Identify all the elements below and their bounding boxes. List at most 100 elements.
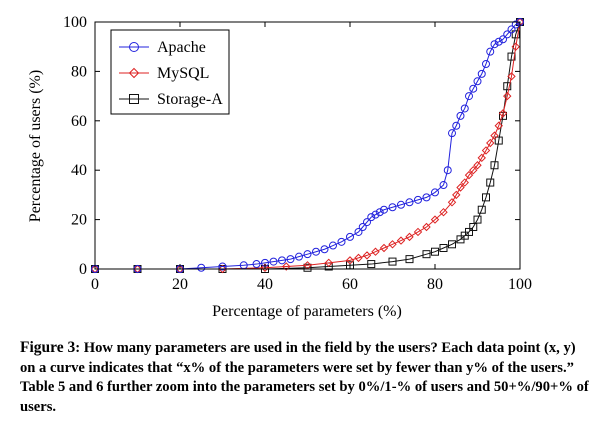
data-point (469, 165, 478, 175)
data-point (448, 129, 456, 138)
data-point (447, 198, 457, 207)
data-point (371, 210, 380, 219)
data-point (269, 257, 278, 266)
data-point (367, 213, 376, 222)
data-point (490, 40, 499, 49)
data-point (337, 237, 346, 246)
data-point (218, 264, 227, 274)
series-line (95, 21, 521, 270)
x-tick-label: 20 (172, 276, 188, 293)
series-mysql (90, 17, 525, 274)
data-point (260, 263, 270, 272)
y-tick-label: 40 (71, 162, 87, 179)
data-point (465, 227, 473, 236)
y-tick-label: 20 (71, 212, 87, 229)
data-point (477, 205, 486, 214)
data-point (379, 243, 389, 253)
legend-entry-mysql: MySQL (119, 65, 209, 82)
x-tick-label: 100 (508, 276, 532, 293)
data-point (503, 82, 512, 91)
data-point (128, 67, 140, 79)
y-axis-label: Percentage of users (%) (27, 70, 44, 222)
data-point (439, 207, 448, 217)
series-line (95, 21, 521, 270)
data-point (422, 193, 431, 202)
data-point (303, 263, 312, 272)
data-point (465, 92, 473, 101)
data-point (494, 121, 503, 130)
x-tick-label: 0 (91, 276, 99, 293)
x-axis-label: Percentage of parameters (%) (212, 303, 402, 320)
data-point (499, 35, 507, 44)
legend-entry-storage-a: Storage-A (119, 91, 223, 108)
data-point (312, 247, 320, 256)
data-point (477, 69, 486, 78)
data-point (282, 262, 291, 271)
data-point (460, 104, 469, 113)
plot-frame (94, 21, 521, 270)
x-tick-label: 80 (427, 276, 443, 293)
data-point (388, 240, 397, 249)
data-point (320, 245, 329, 254)
data-point (469, 84, 478, 93)
y-tick-label: 100 (63, 14, 87, 31)
figure-label: Figure 3 (20, 339, 76, 356)
data-point (460, 178, 469, 187)
data-point (422, 222, 431, 232)
y-axis: 0 20 40 60 80 100 (63, 14, 520, 278)
chart: 0 20 40 60 80 100 0 20 40 60 80 100 Percentage of … (27, 14, 532, 320)
data-point (286, 255, 295, 264)
y-tick-label: 60 (71, 113, 87, 130)
legend-label: Apache (157, 39, 206, 56)
data-point (397, 200, 405, 209)
x-axis: 0 20 40 60 80 100 (91, 22, 532, 293)
data-point (422, 250, 431, 259)
data-point (388, 257, 397, 266)
data-point (452, 121, 461, 130)
data-point (456, 111, 465, 120)
data-point (431, 188, 439, 197)
legend-label: Storage-A (157, 91, 223, 108)
data-point (443, 166, 452, 175)
data-point (405, 232, 414, 242)
y-tick-label: 0 (79, 261, 87, 278)
data-point (503, 30, 512, 39)
data-point (354, 253, 363, 263)
data-point (511, 20, 520, 29)
data-point (367, 260, 376, 269)
data-point (511, 30, 520, 39)
data-point (375, 208, 384, 217)
data-point (345, 256, 355, 265)
data-point (363, 218, 371, 227)
data-point (380, 205, 388, 214)
data-point (358, 223, 367, 232)
data-point (452, 190, 461, 200)
data-point (129, 42, 139, 52)
data-point (362, 251, 372, 260)
data-point (388, 203, 397, 212)
data-point (303, 250, 312, 259)
legend: Apache MySQL Storage-A (110, 29, 230, 115)
data-point (511, 42, 520, 51)
data-point (414, 195, 422, 204)
data-point (295, 252, 303, 261)
data-point (346, 232, 354, 241)
data-point (129, 94, 139, 104)
data-point (430, 215, 440, 224)
data-point (473, 161, 482, 170)
data-point (278, 256, 286, 265)
data-point (431, 247, 439, 256)
data-point (473, 77, 482, 86)
data-point (486, 47, 495, 56)
x-tick-label: 40 (257, 276, 273, 293)
data-point (464, 170, 474, 180)
data-point (507, 25, 516, 34)
data-point (252, 260, 261, 269)
data-point (481, 146, 491, 155)
legend-entry-apache: Apache (119, 39, 206, 56)
data-point (448, 240, 456, 249)
y-tick-label: 80 (71, 63, 87, 80)
data-point (439, 181, 448, 190)
x-tick-label: 60 (342, 276, 358, 293)
data-point (218, 262, 227, 271)
